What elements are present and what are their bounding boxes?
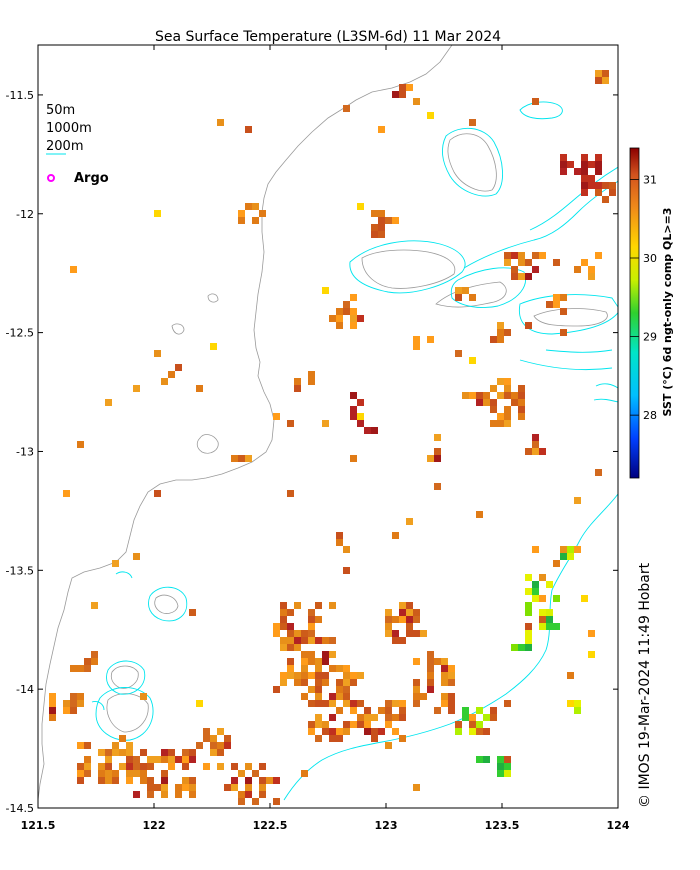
legend-argo-label: Argo bbox=[74, 171, 109, 186]
y-tick-label: -13.5 bbox=[6, 564, 34, 577]
coastline-50m-contour bbox=[38, 45, 453, 801]
y-tick-label: -14 bbox=[16, 683, 34, 696]
argo-marker-icon bbox=[47, 174, 55, 182]
colorbar-tick-label: 30 bbox=[643, 252, 657, 265]
y-tick-label: -14.5 bbox=[6, 802, 34, 815]
x-tick-label: 123 bbox=[375, 819, 398, 832]
map-title: Sea Surface Temperature (L3SM-6d) 11 Mar… bbox=[155, 29, 501, 45]
legend-1000m-label: 1000m bbox=[46, 121, 92, 136]
sst-pixel-layer bbox=[49, 70, 616, 805]
legend-50m-label: 50m bbox=[46, 103, 75, 118]
y-tick-label: -12 bbox=[16, 208, 34, 221]
map-plot-area bbox=[38, 45, 618, 808]
y-tick-label: -13 bbox=[16, 445, 34, 458]
colorbar-label: SST (°C) 6d ngt-only comp QL>=3 bbox=[661, 208, 674, 417]
y-tick-label: -11.5 bbox=[6, 89, 34, 102]
colorbar-tick-label: 28 bbox=[643, 409, 657, 422]
map-frame bbox=[37, 44, 619, 809]
x-tick-label: 122.5 bbox=[253, 819, 288, 832]
x-tick-label: 124 bbox=[607, 819, 630, 832]
x-tick-label: 122 bbox=[143, 819, 166, 832]
colorbar-tick-label: 31 bbox=[643, 173, 657, 186]
colorbar-tick-label: 29 bbox=[643, 331, 657, 344]
legend-200m-label: 200m bbox=[46, 139, 83, 154]
imos-credit: © IMOS 19-Mar-2024 11:49 Hobart bbox=[637, 562, 653, 808]
contour-legend: 50m 1000m 200m Argo bbox=[46, 103, 109, 186]
colorbar-gradient bbox=[629, 147, 640, 479]
axis-ticks: 121.5 122 122.5 123 123.5 124 -11.5 -12 -12.5 -13… bbox=[6, 45, 630, 832]
x-tick-label: 121.5 bbox=[21, 819, 56, 832]
sst-colorbar: 31 30 29 28 SST (°C) 6d ngt-only comp QL>=3 bbox=[629, 147, 674, 479]
x-tick-label: 123.5 bbox=[485, 819, 520, 832]
y-tick-label: -12.5 bbox=[6, 327, 34, 340]
